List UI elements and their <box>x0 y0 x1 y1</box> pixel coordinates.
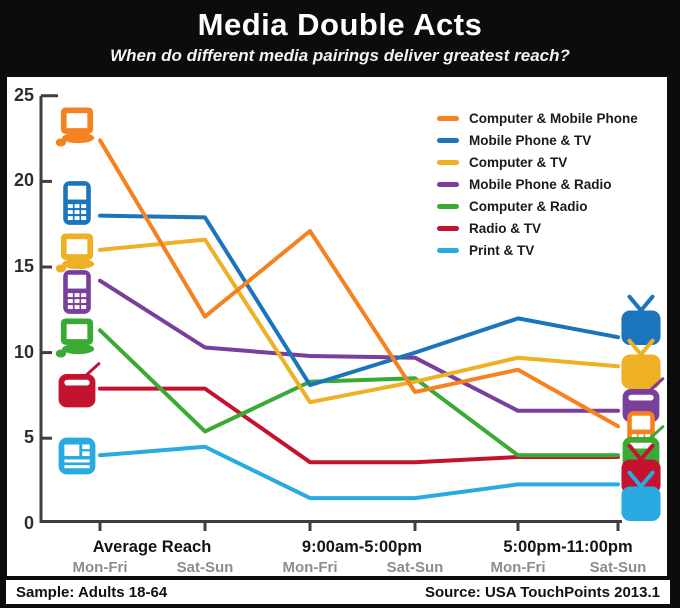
x-sublabel: Sat-Sun <box>176 559 234 576</box>
chart-header: Media Double Acts When do different medi… <box>0 0 680 77</box>
legend-item: Computer & Radio <box>437 195 638 217</box>
source-note: Source: USA TouchPoints 2013.1 <box>424 583 660 601</box>
series-line-computer-mobile-phone <box>98 138 620 429</box>
legend-label: Computer & Mobile Phone <box>469 110 638 126</box>
x-sublabel: Sat-Sun <box>589 559 647 576</box>
x-sublabel: Mon-Fri <box>490 559 546 576</box>
legend-label: Mobile Phone & Radio <box>469 176 612 192</box>
x-group-label: Average Reach <box>92 538 212 556</box>
chart-title: Media Double Acts <box>197 7 483 42</box>
y-axis-tick-label: 10 <box>13 341 34 362</box>
legend-swatch <box>437 137 459 143</box>
y-axis-tick-label: 20 <box>13 170 34 191</box>
series-line-computer-radio <box>98 328 620 458</box>
legend-label: Mobile Phone & TV <box>469 132 592 148</box>
x-sublabel: Mon-Fri <box>282 559 338 576</box>
series-line-print-tv <box>98 444 620 501</box>
legend-item: Computer & Mobile Phone <box>437 107 638 129</box>
x-group-label: 5:00pm-11:00pm <box>503 538 633 556</box>
media-icons <box>55 107 665 521</box>
series-line-mobile-phone-radio <box>98 278 620 413</box>
legend-swatch <box>437 181 459 187</box>
series-line-radio-tv <box>98 386 620 465</box>
chart-subtitle: When do different media pairings deliver… <box>110 46 570 65</box>
tv-icon <box>621 294 661 345</box>
tv-icon <box>621 470 661 521</box>
computer-icon <box>55 233 95 273</box>
mobile-phone-icon <box>63 270 91 314</box>
x-sublabel: Mon-Fri <box>72 559 128 576</box>
axes <box>39 94 622 531</box>
legend-label: Computer & TV <box>469 154 568 170</box>
chart-footer: Sample: Adults 18-64 Source: USA TouchPo… <box>6 580 670 604</box>
mobile-phone-icon <box>63 181 91 225</box>
sample-note: Sample: Adults 18-64 <box>16 583 168 601</box>
tv-icon <box>621 443 661 494</box>
y-axis-tick-label: 0 <box>23 512 34 533</box>
legend-item: Mobile Phone & TV <box>437 129 638 151</box>
series-lines <box>98 138 620 501</box>
legend-item: Computer & TV <box>437 151 638 173</box>
x-sublabel: Sat-Sun <box>386 559 444 576</box>
legend-label: Radio & TV <box>469 220 542 236</box>
legend-swatch <box>437 247 459 253</box>
y-axis-tick-label: 5 <box>23 427 34 448</box>
y-axis-tick-label: 15 <box>13 256 34 276</box>
legend-swatch <box>437 115 459 121</box>
legend-item: Mobile Phone & Radio <box>437 173 638 195</box>
computer-icon <box>55 318 95 358</box>
legend-item: Radio & TV <box>437 217 638 239</box>
series-line-computer-tv <box>98 237 620 405</box>
series-line-mobile-phone-tv <box>98 213 620 388</box>
radio-icon <box>58 362 101 408</box>
legend-label: Computer & Radio <box>469 198 588 214</box>
print-icon <box>58 437 96 475</box>
y-axis-tick-label: 25 <box>13 84 34 105</box>
legend-item: Print & TV <box>437 239 638 261</box>
tv-icon <box>621 338 661 389</box>
x-group-label: 9:00am-5:00pm <box>301 538 423 556</box>
legend-label: Print & TV <box>469 242 535 258</box>
line-chart <box>39 94 665 531</box>
legend-swatch <box>437 225 459 231</box>
legend-swatch <box>437 203 459 209</box>
chart-legend: Computer & Mobile Phone Mobile Phone & TV… <box>437 107 638 261</box>
legend-swatch <box>437 159 459 165</box>
computer-icon <box>55 107 95 147</box>
